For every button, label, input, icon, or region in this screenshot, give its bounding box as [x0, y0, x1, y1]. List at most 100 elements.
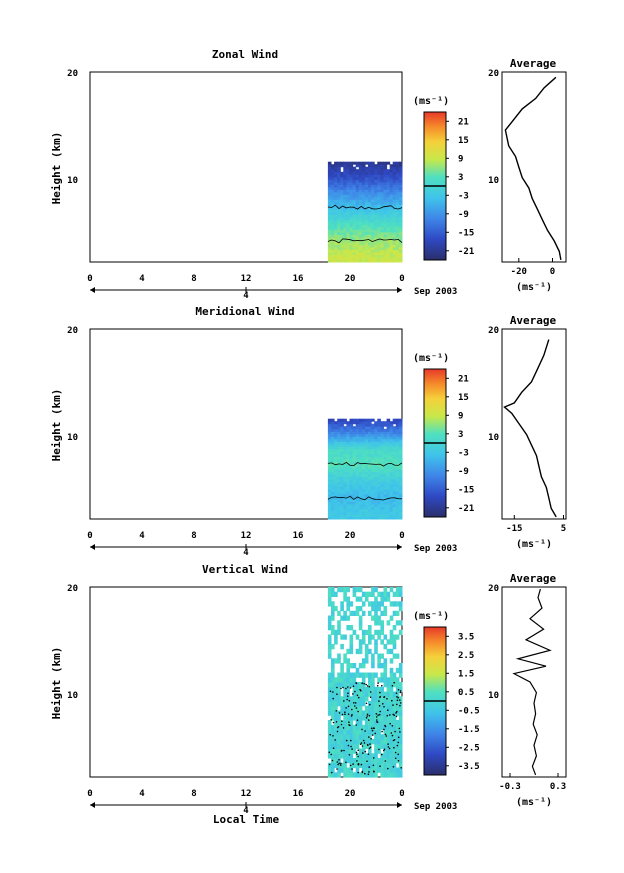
heatmap-cell: [331, 244, 335, 248]
heatmap-cell: [389, 710, 394, 716]
heatmap-cell: [389, 691, 394, 697]
heatmap-cell: [386, 181, 391, 185]
heatmap-cell: [358, 169, 363, 173]
heatmap-cell: [334, 514, 338, 517]
heatmap-cell: [374, 514, 378, 517]
heatmap-cell: [334, 478, 338, 482]
heatmap-cell: [364, 720, 369, 726]
heatmap-cell: [327, 488, 332, 492]
heatmap-cell: [383, 481, 388, 485]
heatmap-cell: [358, 189, 363, 193]
avg-x-tick-label: -15: [506, 524, 522, 534]
heatmap-cell: [327, 456, 332, 460]
heatmap-cell: [374, 496, 378, 500]
heatmap-cell: [334, 229, 338, 233]
heatmap-cell: [398, 224, 403, 228]
heatmap-cell: [374, 601, 378, 607]
colorbar-tick-label: 9: [458, 154, 463, 164]
heatmap-cell: [340, 194, 344, 198]
heatmap-cell: [377, 663, 381, 669]
heatmap-cell: [346, 701, 350, 707]
contour-mark: [346, 695, 349, 697]
heatmap-cell: [380, 431, 384, 435]
heatmap-cell: [327, 587, 332, 593]
heatmap-cell: [361, 748, 366, 754]
heatmap-cell: [361, 686, 366, 693]
heatmap-cell: [361, 481, 366, 485]
heatmap-cell: [358, 456, 363, 460]
heatmap-cell: [395, 443, 400, 447]
heatmap-cell: [334, 463, 338, 467]
heatmap-cell: [358, 421, 363, 425]
heatmap-cell: [371, 696, 375, 702]
heatmap-cell: [380, 206, 384, 210]
heatmap-cell: [337, 216, 341, 220]
heatmap-cell: [389, 176, 394, 180]
heatmap-cell: [383, 241, 388, 245]
heatmap-cell: [377, 705, 381, 712]
heatmap-cell: [340, 724, 344, 731]
heatmap-cell: [380, 471, 384, 475]
heatmap-cell: [395, 696, 400, 702]
heatmap-cell: [340, 184, 344, 188]
heatmap-cell: [343, 753, 347, 759]
heatmap-cell: [377, 441, 381, 445]
heatmap-cell: [386, 466, 391, 470]
contour-mark: [378, 705, 381, 707]
heatmap-cell: [340, 206, 344, 210]
heatmap-cell: [352, 446, 357, 450]
heatmap-cell: [383, 767, 388, 773]
heatmap-cell: [327, 221, 332, 225]
heatmap-cell: [395, 259, 400, 263]
heatmap-cell: [358, 229, 363, 233]
heatmap-cell: [374, 423, 378, 427]
heatmap-cell: [355, 191, 360, 195]
heatmap-cell: [361, 436, 366, 440]
contour-mark: [399, 731, 401, 733]
heatmap-cell: [355, 219, 360, 223]
contour-mark: [347, 686, 349, 688]
heatmap-cell: [349, 239, 354, 243]
heatmap-cell: [395, 436, 400, 440]
heatmap-cell: [343, 224, 347, 228]
heatmap-cell: [361, 448, 366, 452]
heatmap-cell: [395, 231, 400, 235]
heatmap-cell: [331, 743, 335, 750]
heatmap-cell: [386, 443, 391, 447]
heatmap-cell: [380, 161, 384, 165]
heatmap-cell: [337, 189, 341, 193]
heatmap-cell: [340, 471, 344, 475]
heatmap-cell: [349, 214, 354, 218]
contour-mark: [379, 710, 382, 713]
heatmap-cell: [334, 181, 338, 185]
heatmap-cell: [358, 194, 363, 198]
heatmap-cell: [331, 216, 335, 220]
heatmap-cell: [340, 672, 344, 678]
heatmap-cell: [331, 486, 335, 490]
heatmap-cell: [383, 179, 388, 183]
heatmap-cell: [364, 221, 369, 225]
contour-mark: [362, 739, 365, 742]
heatmap-cell: [386, 236, 391, 240]
heatmap-cell: [343, 448, 347, 452]
heatmap-cell: [371, 206, 375, 210]
heatmap-cell: [392, 476, 397, 480]
heatmap-cell: [380, 226, 384, 230]
heatmap-cell: [327, 191, 332, 195]
heatmap-cell: [398, 491, 403, 495]
heatmap-cell: [346, 625, 350, 631]
heatmap-cell: [361, 176, 366, 180]
heatmap-cell: [327, 254, 332, 258]
heatmap-cell: [386, 739, 391, 745]
heatmap-cell: [331, 686, 335, 693]
heatmap-cell: [355, 443, 360, 447]
heatmap-cell: [398, 762, 403, 769]
heatmap-cell: [364, 241, 369, 245]
heatmap-cell: [377, 179, 381, 183]
heatmap-cell: [337, 239, 341, 243]
heatmap-cell: [371, 672, 375, 678]
heatmap-cell: [346, 186, 350, 190]
heatmap-cell: [340, 701, 344, 707]
heatmap-cell: [389, 214, 394, 218]
heatmap-cell: [398, 734, 403, 740]
